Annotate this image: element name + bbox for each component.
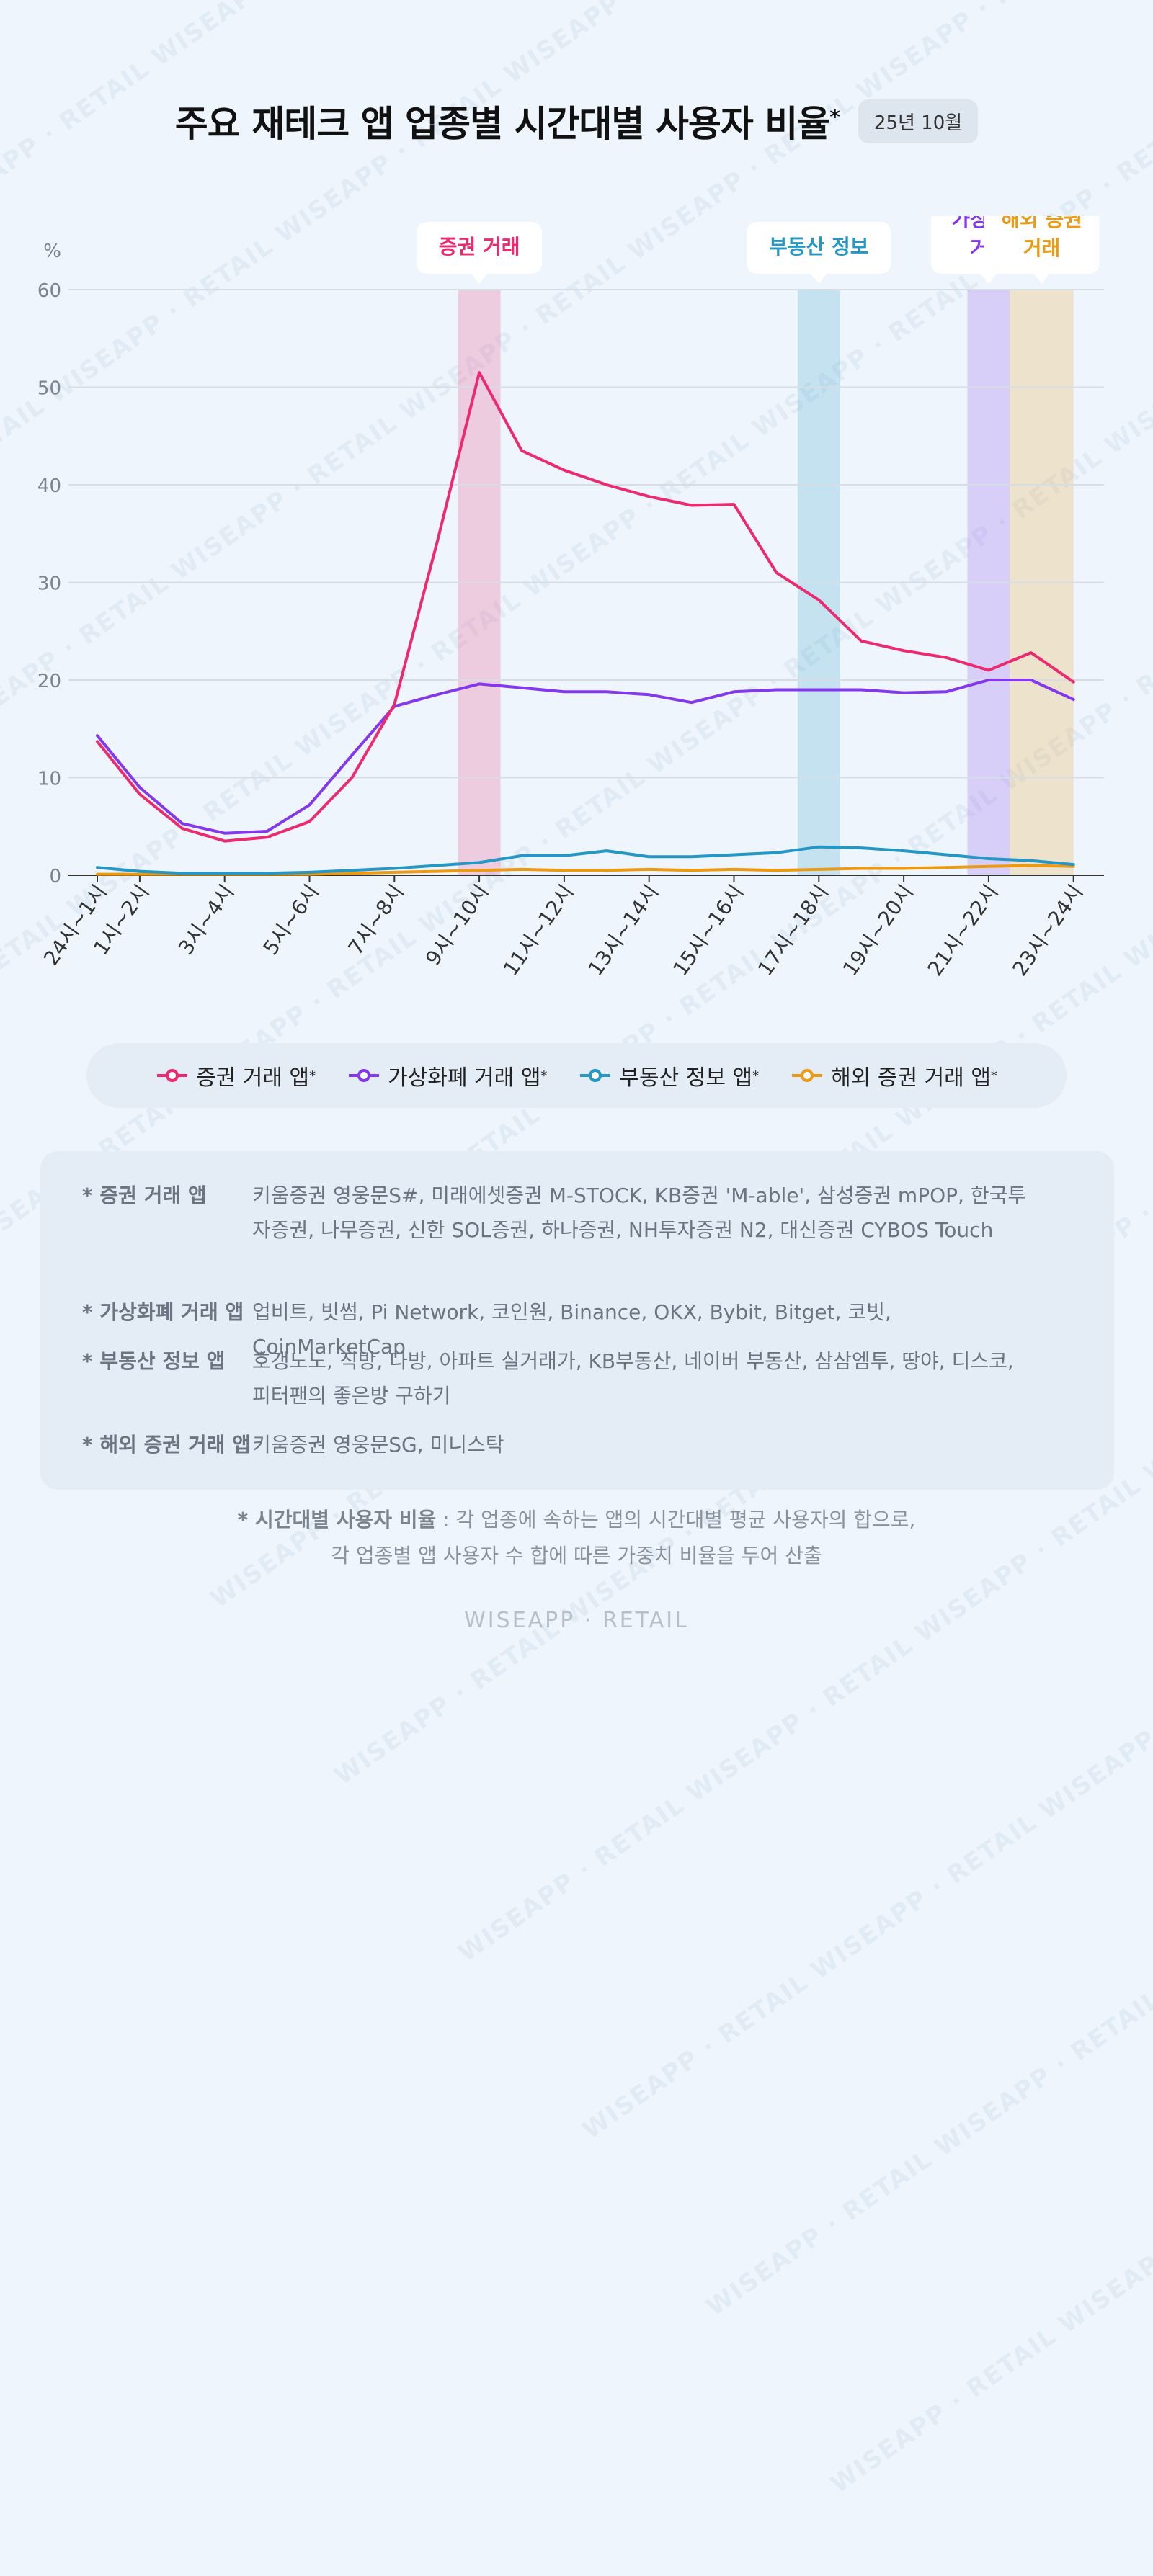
note-row: * 증권 거래 앱 키움증권 영웅문S#, 미래에셋증권 M-STOCK, KB… [40,1179,1114,1248]
page-title: 주요 재테크 앱 업종별 시간대별 사용자 비율* [174,103,840,145]
callout-shape [984,216,1100,284]
legend-label: 가상화폐 거래 앱 [388,1065,541,1091]
callout-label: 거래 [1023,236,1061,260]
note-apps: 키움증권 영웅문S#, 미래에셋증권 M-STOCK, KB증권 'M-able… [252,1184,1027,1242]
footnote-text: : 각 업종에 속하는 앱의 시간대별 평균 사용자의 합으로, [436,1508,916,1531]
note-label: * 증권 거래 앱 [82,1184,207,1207]
x-tick-label: 13시~14시 [584,880,664,980]
legend-label: 해외 증권 거래 앱 [831,1065,991,1091]
note-label: * 가상화폐 거래 앱 [82,1300,244,1324]
legend-marker-icon [580,1069,611,1082]
x-tick-label: 17시~18시 [753,880,833,980]
legend-label: 부동산 정보 앱 [619,1065,753,1091]
legend-marker-icon [349,1069,380,1082]
callout-shape [417,222,543,284]
y-tick-label: 10 [37,769,61,790]
x-tick-label: 9시~10시 [421,880,494,970]
callout-shape [747,222,891,284]
y-tick-label: 50 [37,378,61,400]
legend-label: 증권 거래 앱 [196,1065,310,1091]
app-definitions: * 증권 거래 앱 키움증권 영웅문S#, 미래에셋증권 M-STOCK, KB… [40,1151,1114,1490]
note-row: * 가상화폐 거래 앱 업비트, 빗썸, Pi Network, 코인원, Bi… [40,1295,1114,1364]
x-tick-label: 7시~8시 [344,880,409,960]
y-tick-label: 30 [37,573,61,595]
header: 주요 재테크 앱 업종별 시간대별 사용자 비율* 25년 10월 [0,95,1153,147]
callout-label: 증권 거래 [439,235,520,259]
series-line-crypto [96,679,1075,835]
legend: 증권 거래 앱 * 가상화폐 거래 앱 * 부동산 정보 앱 * 해외 증권 거래 앱… [86,1043,1067,1108]
y-tick-label: 20 [37,671,61,692]
x-tick-label: 24시~1시 [39,880,112,970]
legend-item-realestate: 부동산 정보 앱 * [579,1060,759,1091]
footnote-label: * 시간대별 사용자 비율 [237,1508,437,1531]
x-tick-label: 3시~4시 [174,880,239,960]
series-line-stock [96,371,1075,843]
y-tick-label: 40 [37,475,61,497]
x-tick-label: 11시~12시 [499,880,579,980]
note-apps: 호갱노노, 직방, 다방, 아파트 실거래가, KB부동산, 네이버 부동산, … [252,1349,1014,1408]
x-tick-label: 21시~22시 [923,880,1003,980]
callout-bubble: 증권 거래 [417,222,543,284]
note-row: * 부동산 정보 앱 호갱노노, 직방, 다방, 아파트 실거래가, KB부동산… [40,1344,1114,1413]
note-label: * 부동산 정보 앱 [82,1349,226,1373]
legend-item-crypto: 가상화폐 거래 앱 * [347,1060,547,1091]
callout-label: 해외 증권 [1001,216,1082,231]
x-tick-label: 19시~20시 [838,880,918,980]
note-apps: 키움증권 영웅문SG, 미니스탁 [252,1433,504,1457]
footnote-text: 각 업종별 앱 사용자 수 합에 따른 가중치 비율을 두어 산출 [331,1544,822,1567]
legend-marker-icon [157,1069,188,1082]
date-badge: 25년 10월 [858,99,979,143]
legend-item-stock: 증권 거래 앱 * [156,1060,316,1091]
note-row: * 해외 증권 거래 앱 키움증권 영웅문SG, 미니스탁 [40,1428,1114,1462]
x-tick-label: 15시~16시 [668,880,748,980]
callout-label: 부동산 정보 [769,235,869,259]
y-axis-label: % [43,241,61,262]
y-tick-label: 0 [49,866,61,887]
series-line-realestate [96,845,1075,875]
brand-logo: WISEAPP · RETAIL [464,1608,689,1633]
note-apps: 업비트, 빗썸, Pi Network, 코인원, Binance, OKX, … [252,1300,891,1359]
footnote: * 시간대별 사용자 비율 : 각 업종에 속하는 앱의 시간대별 평균 사용자… [0,1502,1153,1574]
x-tick-label: 23시~24시 [1008,880,1088,980]
legend-item-overseas: 해외 증권 거래 앱 * [791,1060,997,1091]
x-tick-label: 5시~6시 [259,880,324,960]
callout-bubble: 부동산 정보 [747,222,891,284]
y-tick-label: 60 [37,280,61,302]
legend-marker-icon [792,1069,823,1082]
note-label: * 해외 증권 거래 앱 [82,1433,251,1457]
